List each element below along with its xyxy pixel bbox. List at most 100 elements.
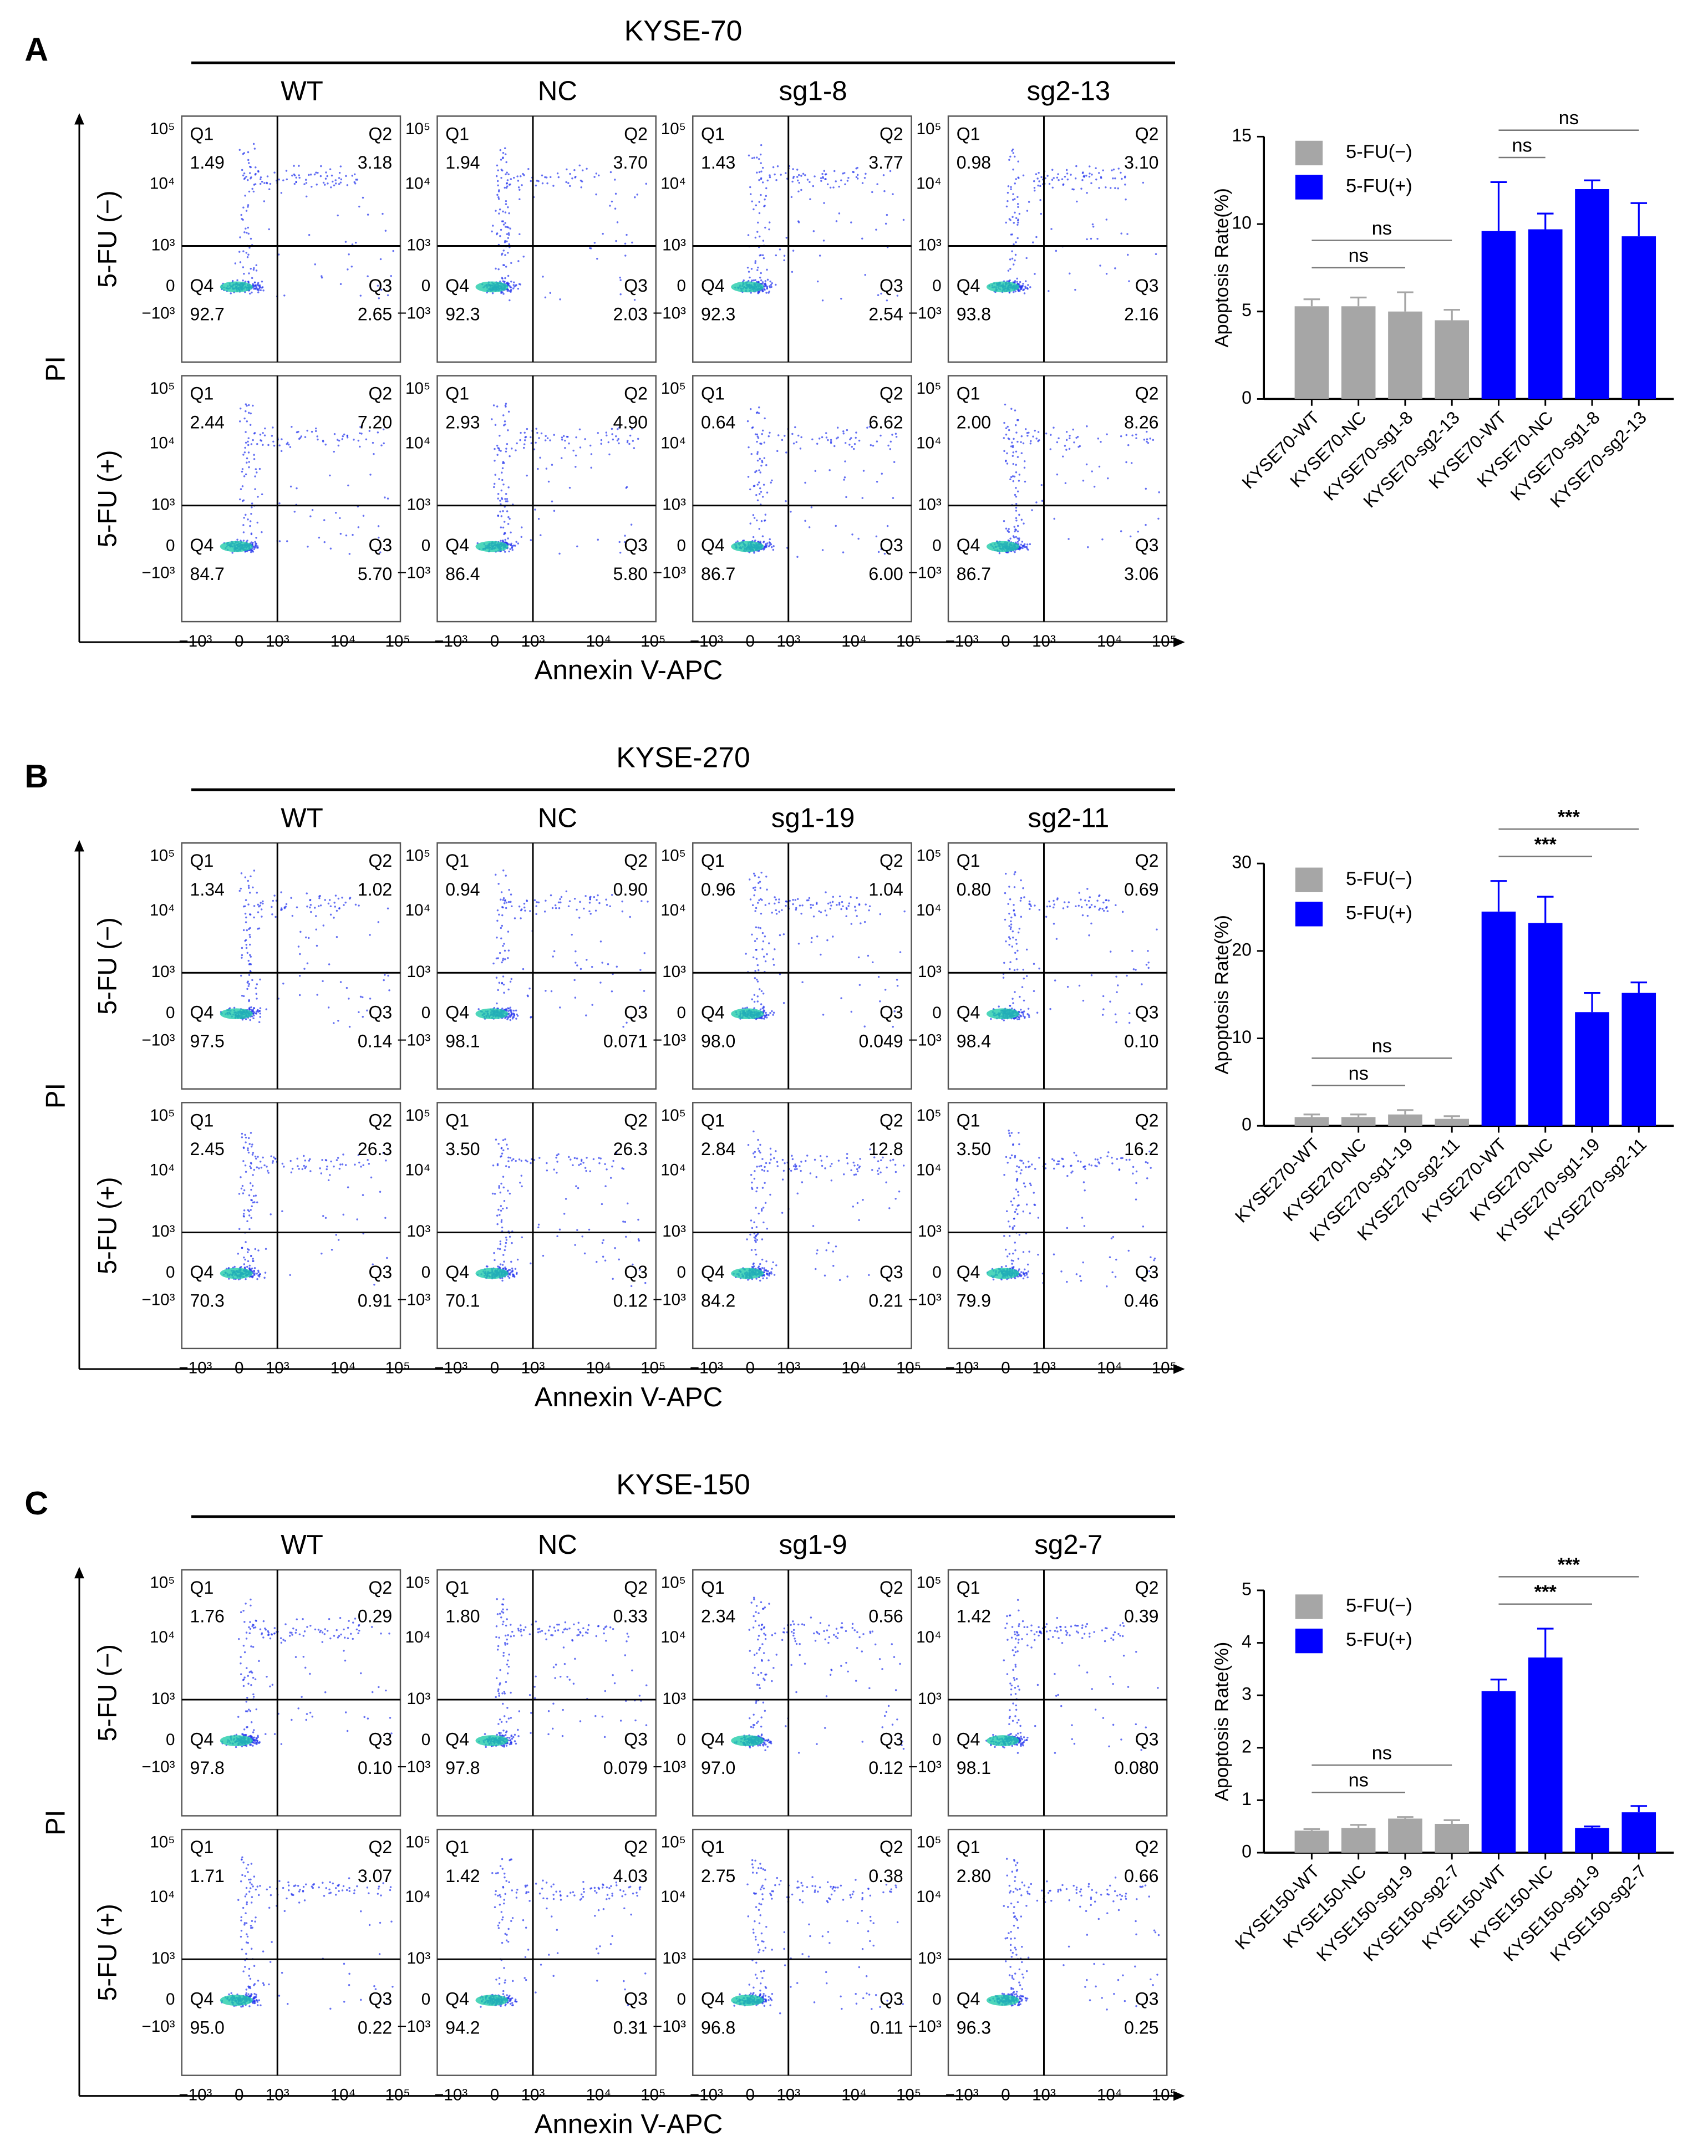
event-dot <box>384 496 386 499</box>
event-dot <box>764 519 766 522</box>
event-dot <box>507 252 509 254</box>
quadrant-name: Q3 <box>624 1003 648 1023</box>
event-dot <box>855 436 857 439</box>
event-dot <box>315 430 317 433</box>
event-dot <box>754 433 757 435</box>
event-dot <box>639 969 642 971</box>
event-dot <box>886 1166 888 1169</box>
event-dot <box>1015 471 1018 474</box>
event-dot <box>500 228 502 231</box>
quadrant-name: Q1 <box>445 1110 469 1130</box>
event-dot <box>256 983 258 985</box>
event-dot <box>758 1265 760 1268</box>
x-tick-label: 10⁴ <box>331 1359 356 1377</box>
event-dot <box>242 1160 245 1162</box>
quadrant-percent: 0.98 <box>957 152 991 172</box>
event-dot <box>1009 898 1011 901</box>
event-dot <box>238 251 241 253</box>
y-axis-label: PI <box>40 1083 71 1109</box>
event-dot <box>500 1209 502 1212</box>
event-dot <box>621 900 623 903</box>
event-dot <box>346 434 349 437</box>
event-dot <box>293 510 296 513</box>
quadrant-percent: 70.3 <box>190 1291 225 1311</box>
event-dot <box>496 232 499 235</box>
event-dot <box>314 907 316 909</box>
event-dot <box>764 282 766 284</box>
y-tick-label: 10⁴ <box>405 1161 431 1179</box>
event-dot <box>249 1182 252 1184</box>
event-dot <box>553 950 556 953</box>
event-dot <box>1087 899 1090 902</box>
event-dot <box>1013 886 1016 888</box>
event-dot <box>1015 487 1017 489</box>
event-dot <box>846 1162 849 1165</box>
event-dot <box>1037 184 1039 187</box>
event-dot <box>898 1191 901 1193</box>
event-dot <box>251 1015 253 1018</box>
event-dot <box>753 208 755 211</box>
event-dot <box>797 190 800 192</box>
event-dot <box>499 149 502 151</box>
event-dot <box>359 426 362 428</box>
event-dot <box>242 1146 245 1148</box>
event-dot <box>499 1263 502 1265</box>
event-dot <box>248 190 251 193</box>
event-dot <box>583 907 585 910</box>
event-dot <box>766 179 769 182</box>
event-dot <box>880 1171 882 1173</box>
event-dot <box>753 1262 755 1265</box>
quadrant-name: Q2 <box>880 384 903 404</box>
event-dot <box>1015 431 1018 434</box>
event-dot <box>501 1264 504 1266</box>
event-dot <box>496 919 499 922</box>
event-dot <box>785 500 787 502</box>
event-dot <box>990 1018 992 1020</box>
quadrant-percent: 2.54 <box>868 304 903 324</box>
event-dot <box>578 428 581 431</box>
quadrant-percent: 2.03 <box>613 304 648 324</box>
event-dot <box>1010 923 1013 926</box>
event-dot <box>347 484 349 487</box>
event-dot <box>772 548 775 551</box>
event-dot <box>272 899 274 902</box>
event-dot <box>516 442 518 445</box>
event-dot <box>1009 155 1011 158</box>
event-dot <box>518 906 521 908</box>
event-dot <box>535 905 537 907</box>
event-dot <box>382 1152 384 1154</box>
event-dot <box>501 497 503 499</box>
y-tick-label: 0 <box>166 536 175 555</box>
event-dot <box>766 542 769 545</box>
event-dot <box>241 470 243 473</box>
event-dot <box>752 956 755 959</box>
event-dot <box>523 906 526 909</box>
event-dot <box>836 904 838 906</box>
event-dot <box>1068 538 1070 540</box>
event-dot <box>1008 218 1011 220</box>
event-dot <box>250 177 252 180</box>
event-dot <box>579 901 581 903</box>
event-dot <box>1128 280 1130 282</box>
event-dot <box>775 179 777 181</box>
event-dot <box>800 912 802 915</box>
event-dot <box>615 240 617 242</box>
event-dot <box>832 935 834 938</box>
event-dot <box>250 1188 252 1191</box>
event-dot <box>1009 1005 1011 1007</box>
event-dot <box>844 460 846 462</box>
event-dot <box>502 510 504 512</box>
event-dot <box>1025 257 1028 260</box>
event-dot <box>295 181 297 184</box>
event-dot <box>257 1009 259 1011</box>
event-dot <box>593 896 596 898</box>
event-dot <box>511 1160 513 1162</box>
event-dot <box>530 436 532 439</box>
event-dot <box>578 1164 580 1166</box>
event-dot <box>517 180 520 182</box>
event-dot <box>809 1172 812 1174</box>
event-dot <box>1066 172 1069 175</box>
event-dot <box>244 876 247 878</box>
column-label: WT <box>281 76 323 106</box>
event-dot <box>252 886 254 889</box>
